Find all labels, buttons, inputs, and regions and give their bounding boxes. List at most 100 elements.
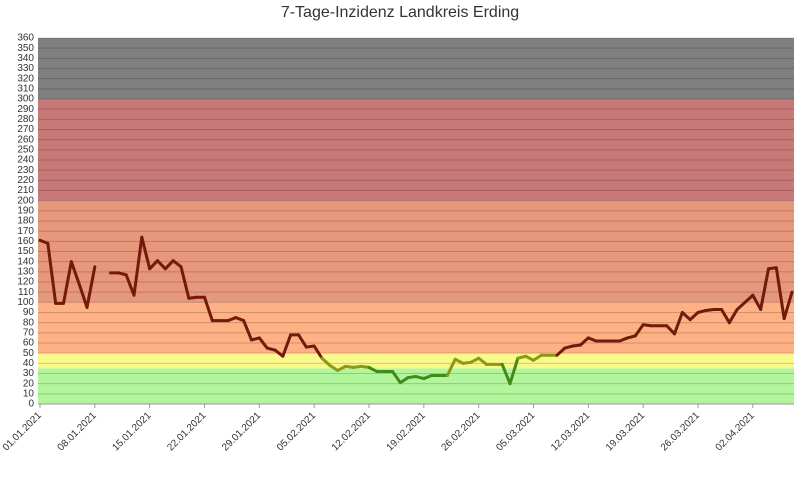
line-segment — [751, 293, 763, 311]
line-segment — [555, 346, 567, 357]
line-segment — [46, 241, 58, 305]
y-tick-label: 340 — [17, 53, 34, 64]
line-segment — [688, 311, 700, 322]
line-segment — [727, 307, 739, 325]
line-segment — [281, 333, 293, 358]
band — [38, 353, 794, 369]
band — [38, 99, 794, 201]
line-segment — [203, 295, 214, 323]
line-segment — [242, 319, 253, 342]
line-segment — [320, 356, 332, 367]
y-tick-label: 150 — [17, 246, 34, 257]
line-segment — [774, 266, 786, 321]
y-tick-label: 360 — [17, 33, 34, 44]
line-segment — [171, 259, 183, 269]
y-tick-label: 350 — [17, 43, 34, 54]
line-segment — [633, 323, 645, 338]
line-segment — [500, 362, 512, 386]
x-tick-label: 22.01.2021 — [165, 410, 208, 453]
line-segment — [77, 282, 89, 309]
line-segment — [680, 311, 692, 322]
x-tick-label: 05.02.2021 — [275, 410, 318, 453]
x-tick-label: 12.03.2021 — [549, 410, 592, 453]
line-segment — [273, 348, 285, 358]
line-segment — [782, 290, 794, 321]
y-tick-label: 160 — [17, 236, 34, 247]
y-tick-label: 270 — [17, 124, 34, 135]
line-segment — [445, 357, 457, 378]
y-tick-label: 70 — [23, 327, 35, 338]
line-segment — [148, 259, 159, 271]
line-segment — [398, 376, 410, 385]
x-tick-label: 05.03.2021 — [494, 410, 537, 453]
line-segment — [85, 265, 97, 309]
x-tick-label: 19.03.2021 — [604, 410, 647, 453]
line-segment — [69, 260, 81, 286]
x-tick-label: 12.02.2021 — [330, 410, 373, 453]
x-tick-label: 08.01.2021 — [56, 410, 99, 453]
y-tick-label: 100 — [17, 297, 34, 308]
y-tick-label: 120 — [17, 277, 34, 288]
y-tick-label: 0 — [28, 399, 34, 410]
y-tick-label: 180 — [17, 216, 34, 227]
line-segment — [179, 265, 191, 300]
y-tick-label: 40 — [23, 358, 35, 369]
y-tick-label: 170 — [17, 226, 34, 237]
line-segment — [759, 267, 770, 311]
y-tick-label: 240 — [17, 155, 34, 166]
x-tick-label: 26.03.2021 — [659, 410, 702, 453]
line-segment — [720, 307, 731, 325]
line-segment — [735, 300, 747, 311]
y-tick-label: 30 — [23, 368, 35, 379]
y-tick-label: 310 — [17, 83, 34, 94]
y-tick-label: 250 — [17, 144, 34, 155]
line-segment — [132, 235, 144, 297]
line-segment — [477, 356, 488, 366]
band — [38, 200, 794, 303]
line-segment — [140, 235, 152, 271]
y-tick-label: 300 — [17, 94, 34, 105]
y-tick-label: 140 — [17, 256, 34, 267]
y-tick-label: 130 — [17, 266, 34, 277]
x-tick-label: 01.01.2021 — [1, 410, 44, 453]
y-tick-label: 20 — [23, 378, 35, 389]
x-tick-label: 26.02.2021 — [439, 410, 482, 453]
y-tick-label: 50 — [23, 348, 35, 359]
line-segment — [163, 259, 175, 271]
y-tick-label: 220 — [17, 175, 34, 186]
line-segment — [532, 353, 543, 362]
band — [38, 368, 794, 404]
x-tick-label: 19.02.2021 — [385, 410, 428, 453]
y-tick-label: 260 — [17, 134, 34, 145]
line-segment — [665, 324, 676, 336]
line-segment — [62, 260, 73, 305]
x-tick-label: 29.01.2021 — [220, 410, 263, 453]
line-segment — [156, 259, 167, 271]
y-tick-label: 280 — [17, 114, 34, 125]
y-tick-label: 290 — [17, 104, 34, 115]
y-tick-label: 320 — [17, 73, 34, 84]
chart-title: 7-Tage-Inzidenz Landkreis Erding — [281, 4, 519, 21]
y-tick-label: 80 — [23, 317, 35, 328]
band — [38, 302, 794, 354]
y-tick-label: 110 — [18, 287, 34, 298]
line-segment — [328, 363, 340, 372]
y-tick-label: 200 — [17, 195, 34, 206]
line-segment — [257, 336, 269, 350]
line-segment — [508, 356, 520, 386]
line-segment — [124, 273, 136, 297]
line-segment — [579, 336, 590, 347]
x-tick-label: 15.01.2021 — [110, 410, 153, 453]
band — [38, 38, 794, 99]
y-tick-label: 210 — [17, 185, 34, 196]
y-tick-label: 230 — [17, 165, 34, 176]
line-segment — [391, 369, 402, 385]
line-segment — [312, 344, 324, 360]
y-tick-label: 90 — [23, 307, 35, 318]
line-segment — [673, 311, 684, 336]
y-tick-label: 10 — [23, 388, 35, 399]
line-segment — [743, 293, 755, 304]
line-segment — [297, 333, 308, 349]
y-tick-label: 190 — [17, 205, 34, 216]
